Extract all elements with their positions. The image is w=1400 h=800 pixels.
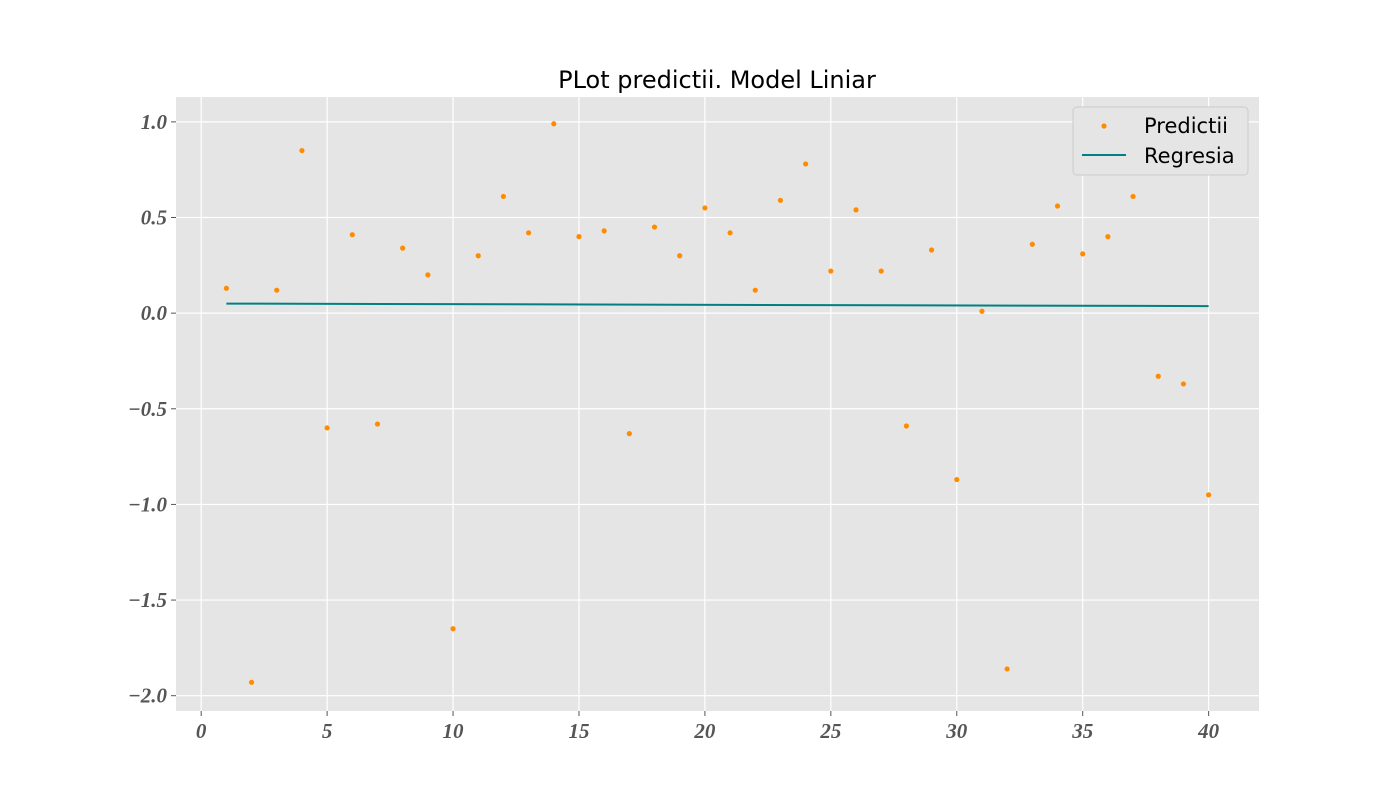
data-point xyxy=(1105,234,1111,240)
data-point xyxy=(1130,193,1136,200)
y-axis-ticks: 1.0 0.5 0.0 −0.5 −1.0 −1.5 −2.0 xyxy=(128,110,176,708)
data-point xyxy=(752,287,758,293)
data-point xyxy=(374,421,381,427)
regression-line-layer xyxy=(226,302,1209,308)
y-tick-label: −1.5 xyxy=(128,588,167,612)
data-point xyxy=(475,253,481,259)
data-point xyxy=(702,205,708,211)
y-tick-label: 0.5 xyxy=(141,206,167,230)
data-point xyxy=(274,287,280,293)
regression-line xyxy=(226,302,1209,308)
data-point xyxy=(1155,373,1161,379)
x-tick-label: 30 xyxy=(945,719,968,743)
data-point xyxy=(400,245,406,251)
data-point xyxy=(626,431,632,437)
data-point xyxy=(425,272,431,278)
data-point xyxy=(500,193,507,200)
data-point xyxy=(878,268,884,274)
data-point xyxy=(299,147,305,154)
data-point xyxy=(777,197,784,203)
data-point xyxy=(1054,203,1061,209)
data-point xyxy=(1080,251,1086,257)
data-point xyxy=(526,230,532,236)
legend-marker-predictii xyxy=(1101,123,1107,129)
data-point xyxy=(324,425,330,431)
y-tick-label: 1.0 xyxy=(141,110,168,134)
x-tick-label: 35 xyxy=(1071,719,1093,743)
data-point xyxy=(601,228,607,234)
data-point xyxy=(828,268,834,274)
data-point xyxy=(803,161,809,167)
x-tick-label: 0 xyxy=(196,719,207,743)
x-tick-label: 25 xyxy=(819,719,841,743)
legend-box xyxy=(1072,106,1249,176)
legend-label-predictii: Predictii xyxy=(1144,114,1228,138)
data-point xyxy=(1004,666,1010,672)
y-tick-label: −1.0 xyxy=(128,492,167,516)
legend: Predictii Regresia xyxy=(1072,106,1249,176)
chart-title: PLot predictii. Model Liniar xyxy=(558,66,876,94)
y-tick-label: −0.5 xyxy=(128,397,167,421)
x-axis-ticks: 0 5 10 15 20 25 30 35 40 xyxy=(196,711,1220,743)
data-point xyxy=(1206,492,1212,498)
data-point xyxy=(928,247,935,253)
scatter-points xyxy=(223,121,1212,685)
data-point xyxy=(223,285,229,291)
data-point xyxy=(651,224,658,230)
x-tick-label: 40 xyxy=(1197,719,1220,743)
data-point xyxy=(903,423,910,429)
data-point xyxy=(954,476,960,483)
data-point xyxy=(349,232,355,238)
data-point xyxy=(576,234,582,240)
data-point xyxy=(1029,241,1035,247)
x-tick-label: 20 xyxy=(693,719,716,743)
plot-area xyxy=(176,97,1259,711)
x-tick-label: 15 xyxy=(568,719,589,743)
data-point xyxy=(727,230,733,236)
data-point xyxy=(677,253,683,259)
y-tick-label: −2.0 xyxy=(128,684,167,708)
y-tick-label: 0.0 xyxy=(141,301,168,325)
legend-label-regresia: Regresia xyxy=(1144,144,1235,168)
x-tick-label: 5 xyxy=(322,719,333,743)
data-point xyxy=(248,679,255,685)
data-point xyxy=(1180,381,1187,387)
data-point xyxy=(450,626,456,632)
data-point xyxy=(551,121,557,127)
data-point xyxy=(979,308,985,314)
data-point xyxy=(853,207,859,213)
x-tick-label: 10 xyxy=(443,719,465,743)
